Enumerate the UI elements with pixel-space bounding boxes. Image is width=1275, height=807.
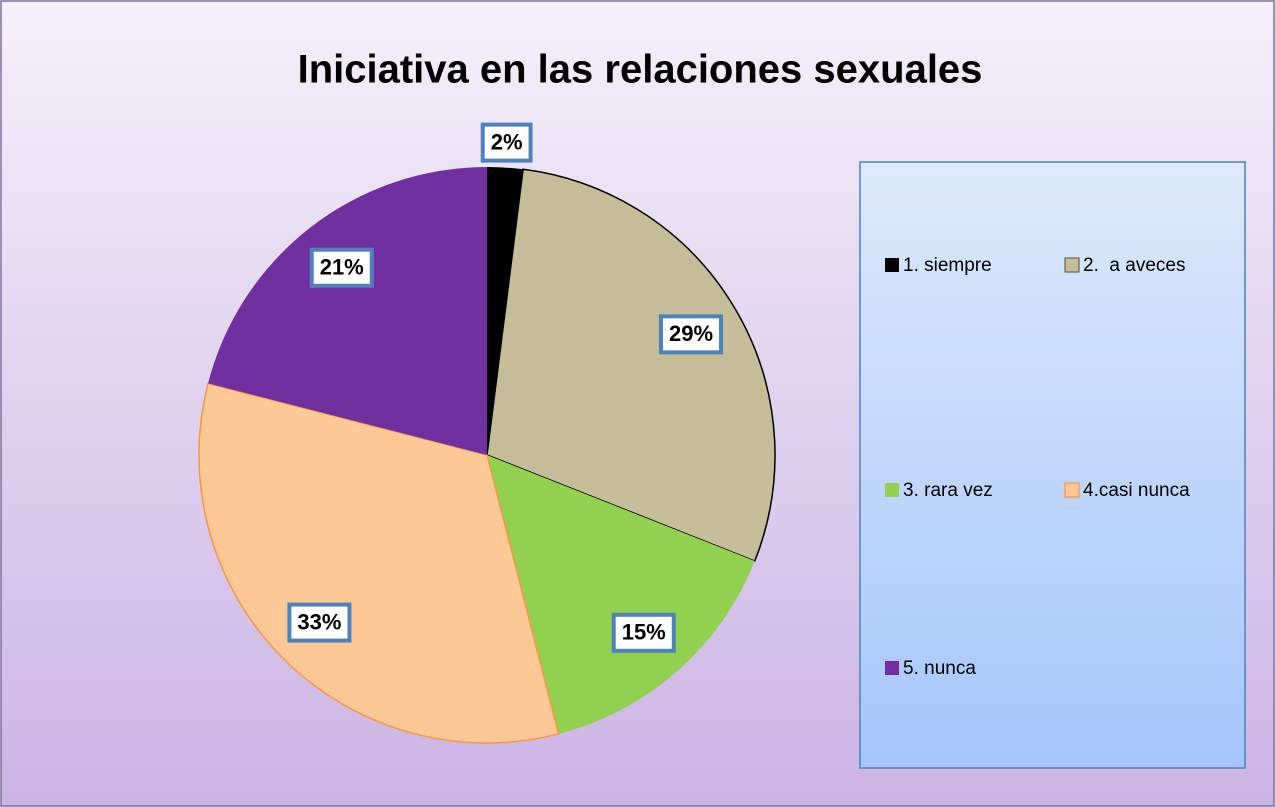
data-label-box [658,314,724,355]
legend-swatch [885,258,899,272]
legend-swatch [1064,257,1080,273]
data-label-box [309,247,374,288]
data-label: 21% [320,255,364,280]
pie-slice [208,167,488,455]
data-label-box [480,122,533,163]
legend-swatch [885,661,899,675]
pie-slice [198,382,560,744]
legend-swatch [1064,482,1080,498]
data-label: 15% [622,620,666,645]
legend-swatch [885,483,899,497]
data-label: 29% [669,321,713,346]
pie-slice [487,455,755,734]
legend-label: 4.casi nunca [1083,480,1190,501]
data-label-box [611,612,676,653]
data-label-box [287,602,352,643]
legend-box [859,161,1246,769]
chart-title: Iniciativa en las relaciones sexuales [298,48,983,92]
data-label: 33% [297,609,341,634]
legend-label: 1. siempre [903,255,992,276]
legend-label: 5. nunca [903,658,976,679]
pie-slice [486,168,776,562]
legend-label: 2. a aveces [1083,255,1185,276]
data-label: 2% [491,129,523,154]
legend-label: 3. rara vez [903,480,993,501]
